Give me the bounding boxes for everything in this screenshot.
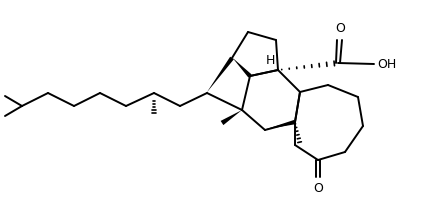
Text: OH: OH [377, 58, 396, 71]
Text: O: O [313, 182, 323, 195]
Polygon shape [207, 57, 234, 93]
Text: O: O [335, 22, 345, 35]
Polygon shape [233, 58, 252, 78]
Text: H: H [265, 53, 275, 66]
Polygon shape [220, 110, 242, 125]
Polygon shape [265, 120, 296, 130]
